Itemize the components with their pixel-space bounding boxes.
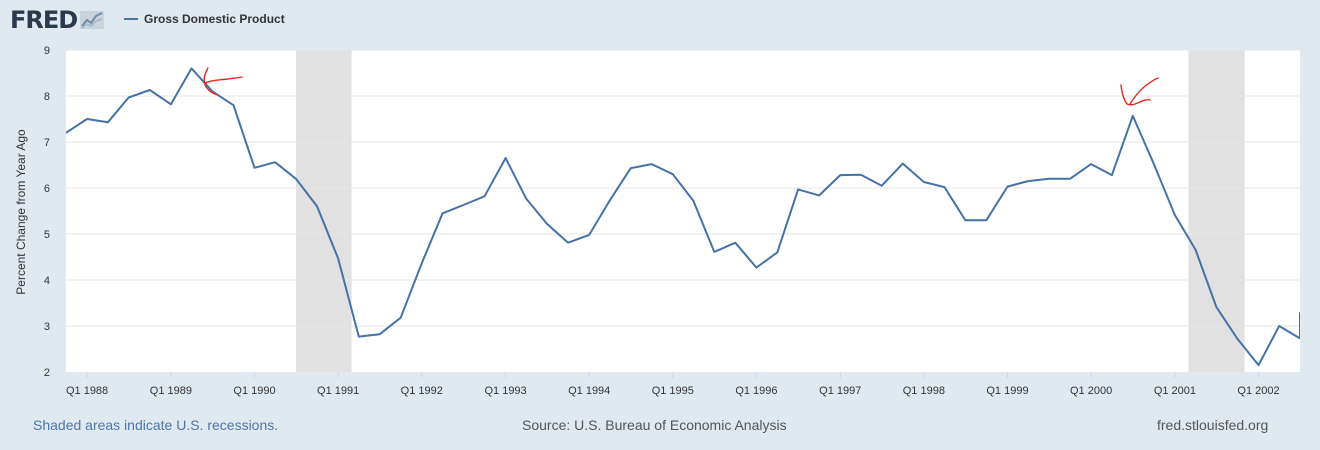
legend-label: Gross Domestic Product	[144, 12, 285, 26]
x-tick-label: Q1 1994	[568, 385, 610, 397]
source-note: Source: U.S. Bureau of Economic Analysis	[522, 417, 787, 433]
site-link[interactable]: fred.stlouisfed.org	[1157, 417, 1269, 433]
x-tick-label: Q1 1988	[66, 385, 108, 397]
x-tick-label: Q1 1990	[233, 385, 275, 397]
annotation-arrow-1989	[203, 67, 243, 96]
recession-band-1	[1188, 50, 1245, 372]
annotation-arrow-2000	[1120, 77, 1159, 106]
x-tick-label: Q1 1989	[150, 385, 192, 397]
y-tick-label: 3	[44, 321, 50, 333]
y-tick-label: 2	[44, 367, 50, 379]
chart-legend[interactable]: Gross Domestic Product	[124, 12, 285, 26]
logo-text: FRED	[10, 6, 78, 34]
x-tick-label: Q1 1995	[652, 385, 694, 397]
x-tick-label: Q1 2002	[1237, 385, 1279, 397]
recession-band-0	[295, 50, 352, 372]
x-tick-label: Q1 2000	[1070, 385, 1112, 397]
plot-area	[66, 50, 1300, 372]
x-tick-label: Q1 1993	[484, 385, 526, 397]
y-tick-label: 8	[44, 91, 50, 103]
x-tick-label: Q1 1998	[903, 385, 945, 397]
y-tick-label: 9	[44, 45, 50, 57]
y-axis-label: Percent Change from Year Ago	[14, 129, 28, 295]
y-tick-label: 7	[44, 137, 50, 149]
x-tick-label: Q1 1992	[401, 385, 443, 397]
x-tick-label: Q1 2001	[1154, 385, 1196, 397]
x-tick-label: Q1 1996	[735, 385, 777, 397]
x-tick-label: Q1 1991	[317, 385, 359, 397]
y-tick-label: 5	[44, 229, 50, 241]
series-line-0	[66, 67, 1300, 367]
fred-logo[interactable]: FRED	[10, 6, 105, 34]
legend-swatch	[124, 18, 138, 20]
chart-line-icon	[80, 11, 105, 29]
recession-note: Shaded areas indicate U.S. recessions.	[33, 417, 279, 433]
gdp-line-chart: 2 3 4 5 6 7 8 9 Q1 1988 Q1 1989 Q1 1990 Q1 1991 Q1 1…	[14, 45, 1300, 397]
x-tick-label: Q1 1999	[986, 385, 1028, 397]
y-tick-label: 4	[44, 275, 50, 287]
x-tick-label: Q1 1997	[819, 385, 861, 397]
y-tick-label: 6	[44, 183, 50, 195]
